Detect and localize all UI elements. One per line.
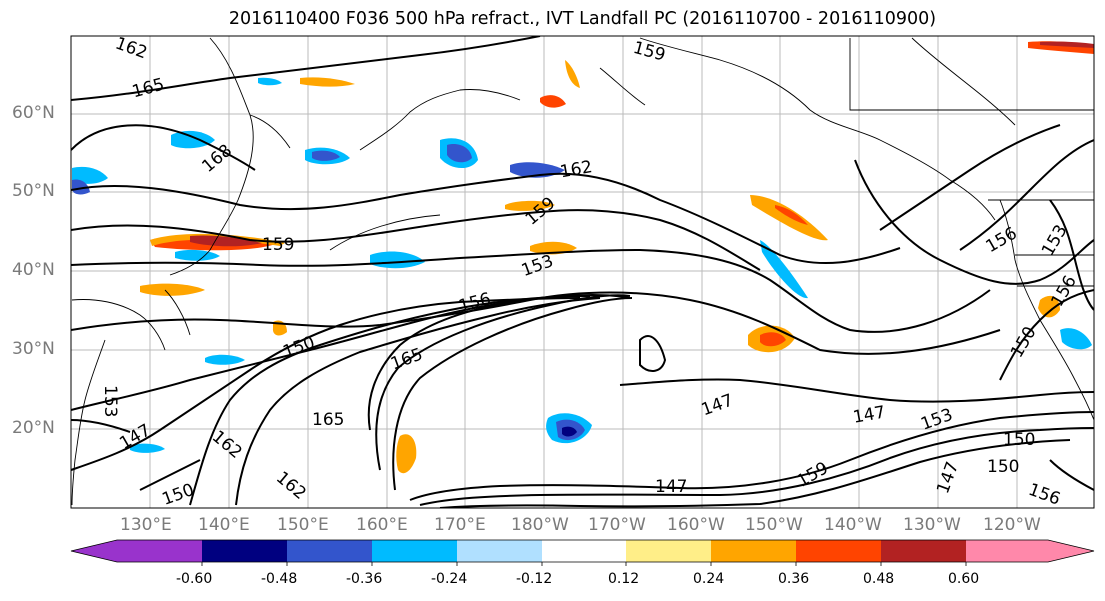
colorbar-tick-label: 0.60 — [948, 571, 980, 587]
colorbar-tick-label: 0.36 — [778, 571, 810, 587]
lat-label: 60°N — [12, 103, 55, 123]
colorbar-tick-label: -0.48 — [261, 571, 298, 587]
shade-patch — [760, 240, 808, 299]
shade-patch — [140, 283, 205, 296]
colorbar-tick-label: 0.24 — [693, 571, 725, 587]
contour-label: 165 — [312, 410, 344, 430]
colorbar-bin — [202, 540, 287, 562]
lon-label: 180°W — [511, 515, 569, 535]
lon-label: 160°E — [356, 515, 408, 535]
shade-patch — [760, 332, 786, 347]
shade-patch — [775, 205, 808, 225]
lon-label: 130°E — [120, 515, 172, 535]
colorbar-bin — [457, 540, 542, 562]
lat-label: 30°N — [12, 339, 55, 359]
shade-patch — [750, 195, 828, 241]
colorbar-bin — [881, 540, 966, 562]
colorbar-outline — [70, 539, 1095, 563]
shade-patch — [258, 77, 282, 86]
shade-patch — [150, 233, 285, 246]
colorbar-bin — [117, 540, 202, 562]
shade-patch — [175, 249, 220, 261]
lon-label: 150°W — [745, 515, 803, 535]
colorbar-bin — [287, 540, 372, 562]
lon-label: 140°W — [824, 515, 882, 535]
colorbar-bin — [796, 540, 881, 562]
lon-label: 150°E — [277, 515, 329, 535]
colorbar-tick-label: 0.12 — [608, 571, 640, 587]
colorbar-extend-right — [1048, 540, 1094, 562]
shade-patch — [190, 235, 262, 247]
shade-patch — [205, 354, 245, 365]
shade-patch — [1060, 328, 1092, 350]
shade-patch — [447, 144, 472, 163]
contour-label: 147 — [655, 477, 687, 497]
shade-patch — [300, 77, 355, 87]
colorbar-tick-label: -0.24 — [431, 571, 468, 587]
colorbar-bin — [711, 540, 796, 562]
colorbar-bin — [542, 540, 626, 562]
lon-label: 140°E — [198, 515, 250, 535]
contour-label: 159 — [262, 235, 294, 255]
shade-patch — [562, 426, 577, 437]
colorbar-tick-label: -0.36 — [346, 571, 383, 587]
map-frame — [70, 35, 1095, 509]
shade-patch — [72, 179, 90, 195]
lat-label: 40°N — [12, 260, 55, 280]
shade-patch — [565, 60, 580, 88]
lat-label: 50°N — [12, 181, 55, 201]
shade-patch — [312, 150, 340, 161]
shade-patch — [370, 251, 425, 269]
lon-label: 120°W — [983, 515, 1041, 535]
colorbar-extend-left — [71, 540, 117, 562]
lat-label: 20°N — [12, 418, 55, 438]
shade-patch — [130, 443, 165, 453]
colorbar-bin — [966, 540, 1048, 562]
graticule — [71, 36, 1094, 508]
lon-label: 170°E — [434, 515, 486, 535]
shade-patch — [505, 200, 555, 211]
colorbar-bin — [372, 540, 457, 562]
colorbar-bin — [626, 540, 711, 562]
colorbar-tick-label: -0.12 — [516, 571, 553, 587]
contour-lines — [71, 36, 1094, 508]
colorbar-tick-label: 0.48 — [863, 571, 895, 587]
lon-label: 160°W — [667, 515, 725, 535]
shade-patch — [171, 130, 215, 149]
shade-patch — [1038, 295, 1060, 318]
contour-label: 153 — [100, 385, 120, 417]
shade-patch — [72, 166, 108, 184]
colorbar-tick-label: -0.60 — [176, 571, 213, 587]
shade-patch — [396, 434, 417, 474]
shade-patch — [540, 95, 566, 108]
shade-patch — [1040, 41, 1094, 48]
lon-label: 130°W — [903, 515, 961, 535]
map-title: 2016110400 F036 500 hPa refract., IVT La… — [228, 9, 937, 29]
colorbar — [70, 539, 1095, 566]
contour-label: 150 — [987, 457, 1019, 477]
contour-label: 150 — [1003, 430, 1035, 450]
lon-label: 170°W — [588, 515, 646, 535]
